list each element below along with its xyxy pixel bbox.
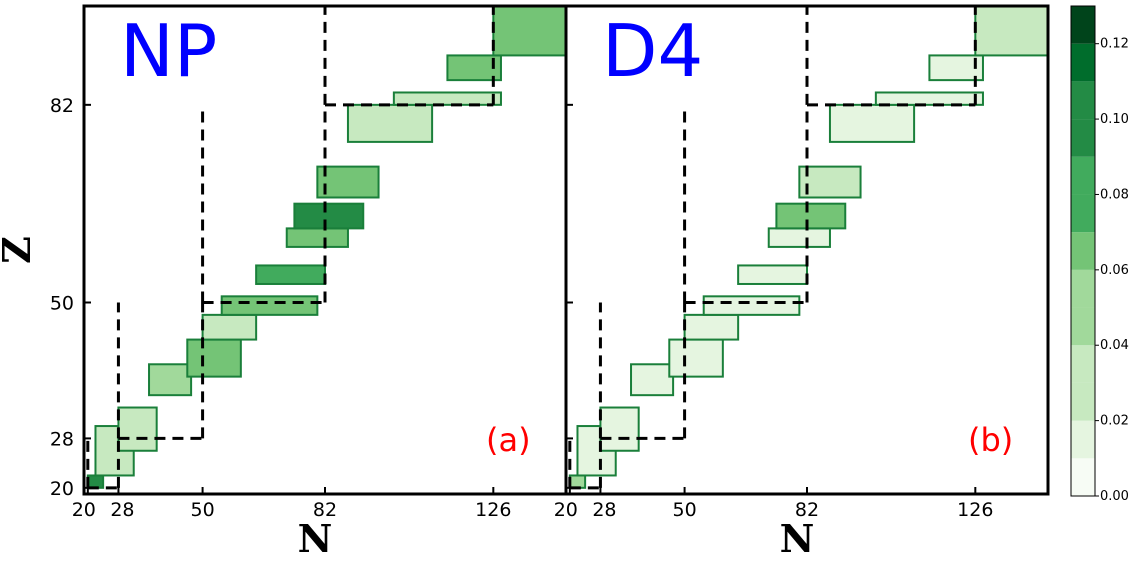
heatmap-region [201, 313, 258, 341]
colorbar-swatch [1071, 307, 1095, 346]
panel-a: 20 28 50 82 126 NP (a) [72, 4, 568, 521]
heatmap-region [316, 165, 380, 199]
heatmap-region [668, 338, 724, 378]
colorbar-frame [1070, 5, 1096, 497]
panel-label: (a) [486, 421, 531, 459]
colorbar-tick-label: 0.08 [1100, 187, 1129, 202]
heatmap-region [828, 103, 916, 143]
panel-label: (b) [968, 421, 1013, 459]
heatmap-region [285, 227, 349, 248]
x-tick-label: 28 [110, 499, 134, 521]
colorbar-swatch [1071, 43, 1095, 82]
x-tick-label: 28 [592, 499, 616, 521]
heatmap-region [568, 474, 587, 489]
y-axis-title: Z [0, 236, 39, 264]
x-tick-label: 20 [554, 499, 578, 521]
heatmap-region [683, 313, 740, 341]
heatmap-region [874, 91, 984, 106]
x-axis-title: N [780, 516, 815, 561]
heatmap-region [767, 227, 831, 248]
heatmap-region [702, 295, 801, 316]
colorbar-swatch [1071, 345, 1095, 383]
heatmap-cells [568, 6, 1048, 489]
panel-title: NP [120, 9, 217, 93]
colorbar-swatch [1071, 194, 1095, 233]
x-tick-label: 20 [72, 499, 96, 521]
heatmap-region [737, 264, 809, 285]
heatmap-region [148, 363, 193, 397]
heatmap-region [974, 6, 1048, 57]
colorbar-tick-label: 0.04 [1100, 338, 1129, 353]
colorbar-tick-label: 0.12 [1100, 37, 1129, 52]
colorbar-swatch [1071, 156, 1095, 195]
y-tick-label: 20 [50, 478, 74, 500]
colorbar-swatch [1071, 420, 1095, 459]
colorbar-swatch [1071, 382, 1095, 421]
x-tick-label: 82 [795, 499, 819, 521]
panel-b: 20 28 50 82 126 D4 (b) [554, 4, 1050, 521]
x-tick-label: 126 [957, 499, 993, 521]
heatmap-region [255, 264, 326, 285]
colorbar-tick-label: 0.06 [1100, 263, 1129, 278]
colorbar-tick-label: 0.02 [1100, 414, 1129, 429]
heatmap-region [392, 91, 502, 106]
y-tick-label: 28 [50, 428, 74, 450]
x-tick-label: 50 [672, 499, 696, 521]
y-tick-label: 82 [50, 95, 74, 117]
heatmap-region [186, 338, 242, 378]
colorbar-swatch [1071, 81, 1095, 120]
colorbar-swatch [1071, 232, 1095, 270]
heatmap-region [775, 202, 847, 230]
colorbar-swatch [1071, 269, 1095, 308]
x-tick-label: 126 [475, 499, 511, 521]
colorbar: 0.00 0.02 0.04 0.06 0.08 0.10 0.12 [1070, 5, 1129, 504]
panel-title: D4 [602, 9, 703, 93]
heatmap-region [346, 103, 434, 143]
heatmap-region [86, 474, 105, 489]
colorbar-swatch [1071, 119, 1095, 157]
heatmap-region [798, 165, 862, 199]
y-tick-label: 50 [50, 293, 74, 315]
x-tick-label: 82 [313, 499, 337, 521]
colorbar-swatch [1071, 458, 1095, 496]
heatmap-region [220, 295, 319, 316]
colorbar-swatch [1071, 6, 1095, 44]
heatmap-cells [86, 6, 566, 489]
colorbar-tick-label: 0.00 [1100, 489, 1129, 504]
heatmap-region [293, 202, 365, 230]
heatmap-region [630, 363, 675, 397]
colorbar-tick-label: 0.10 [1100, 112, 1129, 127]
heatmap-region [492, 6, 566, 57]
x-tick-label: 50 [190, 499, 214, 521]
heatmap-region [599, 406, 640, 452]
x-axis-title: N [298, 516, 333, 561]
heatmap-region [117, 406, 158, 452]
